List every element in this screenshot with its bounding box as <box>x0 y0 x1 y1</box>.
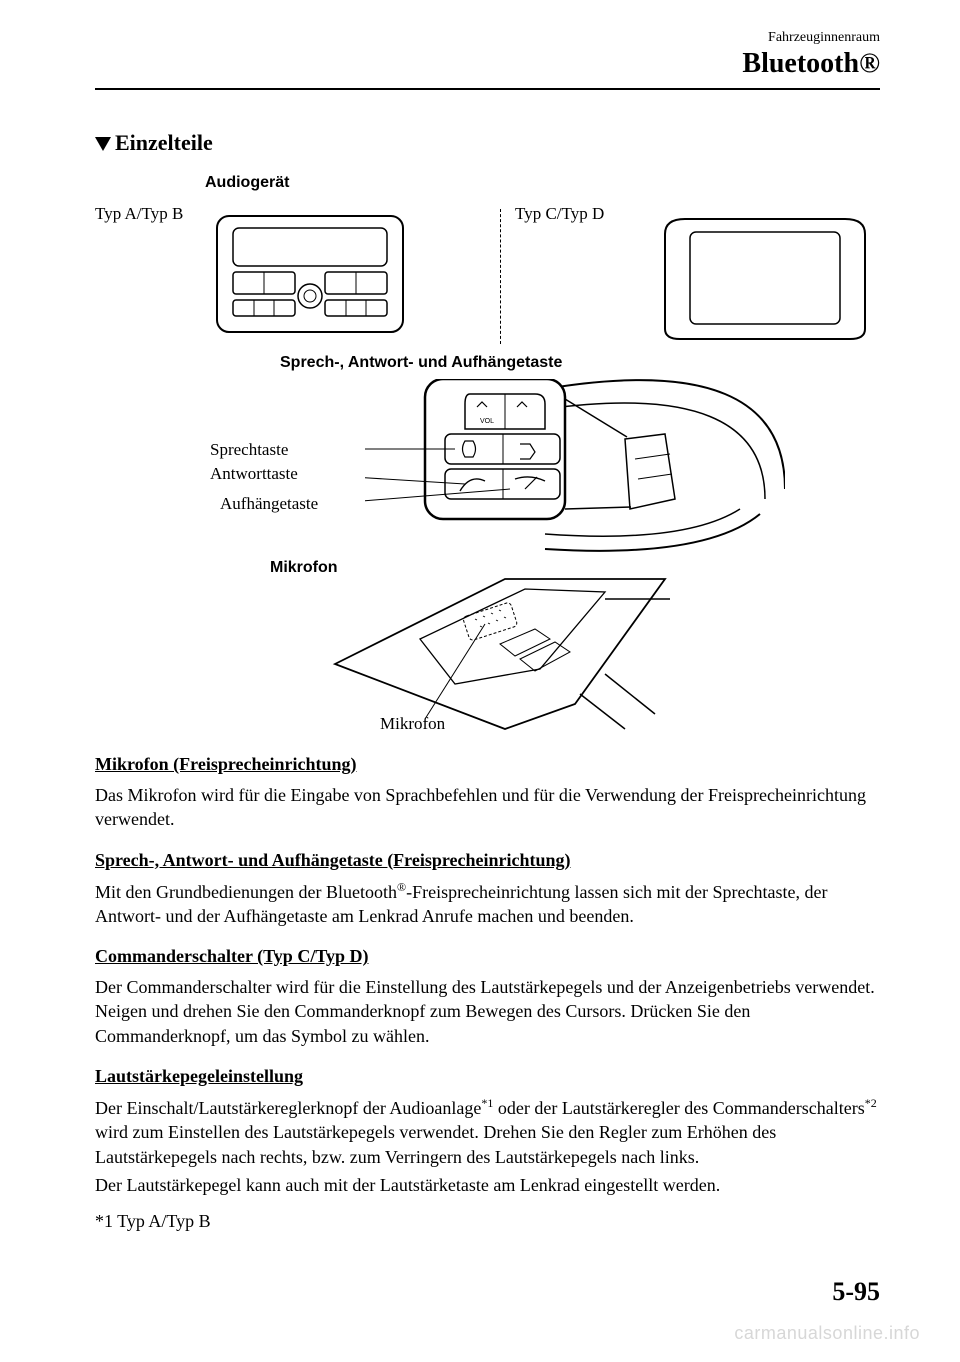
sprech-buttons-label: Sprech-, Antwort- und Aufhängetaste <box>280 354 562 372</box>
lautstaerke-heading: Lautstärkepegeleinstellung <box>95 1066 880 1087</box>
footnote-ref-1: *1 <box>481 1096 493 1110</box>
section-title-text: Einzelteile <box>115 130 213 155</box>
overhead-console-icon <box>325 574 675 734</box>
screen-unit-icon <box>655 214 875 344</box>
lautstaerke-mid: oder der Lautstärkeregler des Commanders… <box>493 1098 864 1118</box>
mikrofon-heading: Mikrofon (Freisprecheinrichtung) <box>95 754 880 775</box>
svg-text:VOL: VOL <box>480 418 494 425</box>
section-title: Einzelteile <box>95 130 880 156</box>
watermark: carmanualsonline.info <box>734 1323 920 1344</box>
lautstaerke-body2: Der Lautstärkepegel kann auch mit der La… <box>95 1173 880 1197</box>
typ-ab-label: Typ A/Typ B <box>95 204 183 224</box>
components-diagram: Audiogerät Typ A/Typ B Typ C/Typ D Sprec… <box>95 174 875 734</box>
lautstaerke-post: wird zum Einstellen des Lautstärkepegels… <box>95 1122 776 1166</box>
page-header: Fahrzeuginnenraum Bluetooth® <box>95 30 880 90</box>
mikrofon-callout: Mikrofon <box>380 714 445 734</box>
commander-body: Der Commanderschalter wird für die Einst… <box>95 975 880 1048</box>
page-number: 5-95 <box>832 1277 880 1307</box>
header-category: Fahrzeuginnenraum <box>95 30 880 46</box>
header-title: Bluetooth® <box>95 48 880 80</box>
sprech-body: Mit den Grundbedienungen der Bluetooth®-… <box>95 879 880 929</box>
triangle-down-icon <box>95 137 111 151</box>
footnote-1: *1 Typ A/Typ B <box>95 1211 880 1232</box>
lautstaerke-body: Der Einschalt/Lautstärkereglerknopf der … <box>95 1095 880 1169</box>
antworttaste-label: Antworttaste <box>210 464 298 484</box>
sprechtaste-label: Sprechtaste <box>210 440 288 460</box>
footnote-ref-2: *2 <box>865 1096 877 1110</box>
aufhaengetaste-label: Aufhängetaste <box>220 494 318 514</box>
mikrofon-body: Das Mikrofon wird für die Eingabe von Sp… <box>95 783 880 832</box>
sprech-heading: Sprech-, Antwort- und Aufhängetaste (Fre… <box>95 850 880 871</box>
steering-wheel-icon: VOL <box>365 379 785 569</box>
audiogeraet-label: Audiogerät <box>205 174 289 192</box>
sprech-body-pre: Mit den Grundbedienungen der Bluetooth <box>95 882 397 902</box>
radio-unit-icon <box>215 214 405 334</box>
lautstaerke-pre: Der Einschalt/Lautstärkereglerknopf der … <box>95 1098 481 1118</box>
registered-sup: ® <box>397 880 406 894</box>
divider-line <box>500 209 501 344</box>
typ-cd-label: Typ C/Typ D <box>515 204 604 224</box>
commander-heading: Commanderschalter (Typ C/Typ D) <box>95 946 880 967</box>
